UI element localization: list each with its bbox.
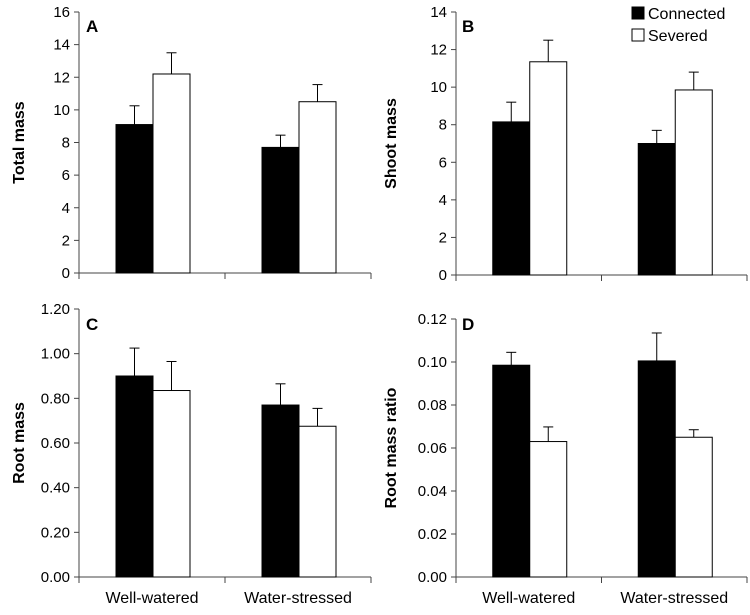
bar-severed-water-stressed bbox=[298, 425, 337, 578]
bar-severed-water-stressed bbox=[674, 89, 713, 276]
panel-c: 0.00 0.20 0.40 0.60 0.80 1.00 1.20 Well-watered… bbox=[11, 301, 372, 607]
y-tick-label: 2 bbox=[62, 232, 70, 249]
y-tick-label: 1.00 bbox=[41, 346, 70, 363]
y-axis-title: Root mass ratio bbox=[383, 387, 400, 508]
y-tick-label: 6 bbox=[62, 167, 70, 184]
bar-connected-well-watered bbox=[492, 121, 531, 276]
legend-swatch-severed bbox=[631, 28, 645, 42]
y-tick-label: 0.00 bbox=[418, 569, 447, 586]
legend-label: Connected bbox=[648, 6, 725, 23]
y-tick-label: 0.10 bbox=[418, 354, 447, 371]
y-tick-label: 10 bbox=[53, 102, 70, 119]
panel-a: 0 2 4 6 8 10 12 14 16 Total mass A bbox=[11, 4, 372, 282]
y-tick-label: 0.80 bbox=[41, 390, 70, 407]
y-tick-label: 0.60 bbox=[41, 435, 70, 452]
panel-d: 0.00 0.02 0.04 0.06 0.08 0.10 0.12 Well-watered… bbox=[383, 311, 748, 607]
y-tick-label: 2 bbox=[439, 229, 447, 246]
y-tick-label: 14 bbox=[430, 4, 447, 21]
panel-b: 0 2 4 6 8 10 12 14 Shoot mass B bbox=[383, 4, 748, 284]
y-tick-label: 0.12 bbox=[418, 311, 447, 328]
panel-letter: C bbox=[86, 315, 98, 334]
bar-connected-water-stressed bbox=[637, 360, 676, 578]
y-tick-label: 8 bbox=[62, 135, 70, 152]
x-category-label: Water-stressed bbox=[620, 590, 728, 607]
y-tick-label: 8 bbox=[439, 117, 447, 134]
legend: Connected Severed bbox=[631, 6, 725, 45]
x-category-label: Well-watered bbox=[105, 590, 198, 607]
bar-connected-well-watered bbox=[115, 124, 154, 274]
bar-severed-water-stressed bbox=[674, 436, 713, 578]
bar-severed-well-watered bbox=[152, 73, 191, 274]
x-category-label: Well-watered bbox=[482, 590, 575, 607]
y-tick-label: 16 bbox=[53, 4, 70, 21]
bar-connected-water-stressed bbox=[261, 146, 300, 274]
panel-letter: B bbox=[462, 17, 474, 36]
y-tick-label: 12 bbox=[53, 69, 70, 86]
bar-connected-well-watered bbox=[492, 364, 531, 578]
y-tick-label: 0 bbox=[439, 267, 447, 284]
y-tick-label: 12 bbox=[430, 42, 447, 59]
y-tick-label: 4 bbox=[62, 200, 70, 217]
y-tick-label: 0.06 bbox=[418, 440, 447, 457]
bar-connected-water-stressed bbox=[261, 404, 300, 578]
y-axis-title: Shoot mass bbox=[383, 98, 400, 189]
y-tick-label: 1.20 bbox=[41, 301, 70, 318]
bar-connected-well-watered bbox=[115, 375, 154, 578]
bar-severed-water-stressed bbox=[298, 101, 337, 274]
y-tick-label: 0.08 bbox=[418, 397, 447, 414]
y-tick-label: 4 bbox=[439, 192, 447, 209]
y-tick-label: 6 bbox=[439, 154, 447, 171]
y-tick-label: 0.40 bbox=[41, 480, 70, 497]
legend-swatch-connected bbox=[631, 6, 645, 20]
bar-severed-well-watered bbox=[152, 390, 191, 578]
panel-letter: D bbox=[462, 315, 474, 334]
y-tick-label: 0.04 bbox=[418, 483, 447, 500]
y-tick-label: 0 bbox=[62, 265, 70, 282]
bar-severed-well-watered bbox=[529, 441, 568, 578]
y-tick-label: 0.02 bbox=[418, 526, 447, 543]
bar-severed-well-watered bbox=[529, 61, 568, 276]
y-axis-title: Total mass bbox=[11, 101, 28, 184]
y-tick-label: 14 bbox=[53, 37, 70, 54]
y-tick-label: 0.20 bbox=[41, 524, 70, 541]
panel-letter: A bbox=[86, 17, 98, 36]
y-tick-label: 10 bbox=[430, 79, 447, 96]
bar-connected-water-stressed bbox=[637, 143, 676, 276]
legend-label: Severed bbox=[648, 28, 708, 45]
y-axis-title: Root mass bbox=[11, 402, 28, 484]
y-tick-label: 0.00 bbox=[41, 569, 70, 586]
x-category-label: Water-stressed bbox=[244, 590, 352, 607]
